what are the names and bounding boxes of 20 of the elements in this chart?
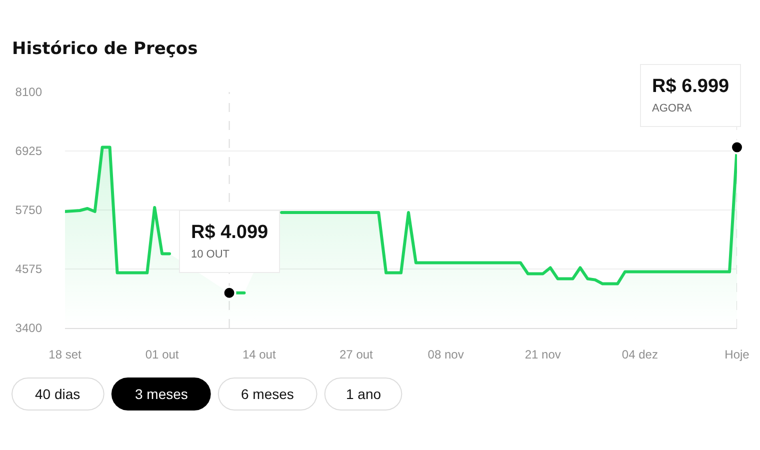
x-tick-label: 04 dez [622, 347, 658, 362]
chart-title: Histórico de Preços [12, 38, 198, 59]
text: 6 meses [241, 386, 294, 402]
x-tick-label: 14 out [242, 347, 276, 362]
y-tick-label: 5750 [15, 203, 42, 218]
x-tick-label: 08 nov [428, 347, 464, 362]
x-tick-label: 21 nov [524, 347, 561, 362]
text: 40 dias [35, 386, 80, 402]
text: 3 meses [135, 386, 188, 402]
text: 1 ano [346, 386, 382, 402]
y-tick-label: 8100 [15, 85, 42, 100]
x-tick-label: 01 out [145, 347, 180, 362]
annotation: R$ 6.999 AGORA [652, 76, 730, 114]
y-tick-label: 6925 [15, 144, 42, 158]
annotation: R$ 4.099 10 OUT [191, 222, 268, 260]
y-tick-label: 3400 [15, 321, 42, 336]
x-tick-label: Hoje [724, 347, 750, 362]
x-tick-label: 18 set [48, 347, 82, 362]
x-tick-label: 27 out [340, 347, 374, 362]
y-tick-label: 4575 [15, 262, 42, 276]
